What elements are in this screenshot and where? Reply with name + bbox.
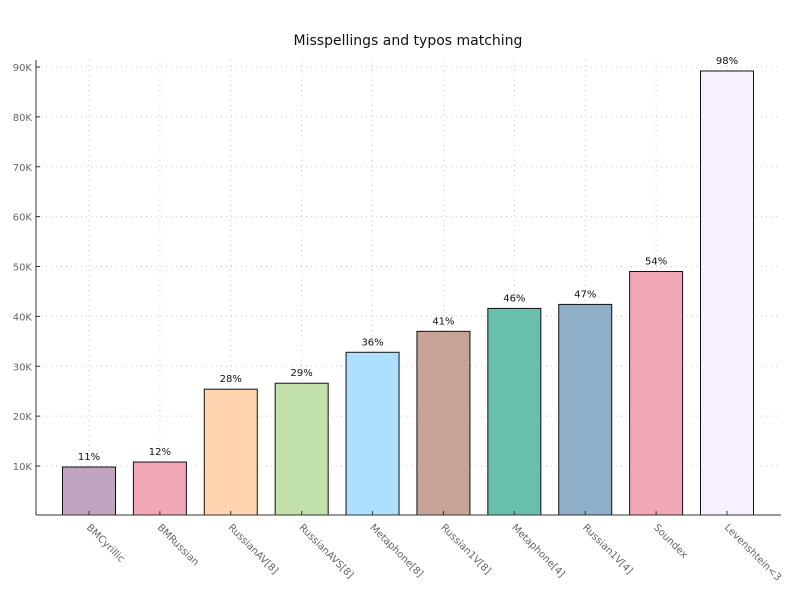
x-axis-ticks: BMCyrillic BMRussian RussianAV[8] RussianAV… [84, 511, 783, 583]
y-tick-label: 10K [13, 462, 33, 473]
x-tick-label: Levenshtein<3 [722, 522, 783, 583]
bar [416, 330, 471, 516]
y-tick-label: 80K [13, 113, 33, 124]
data-label: 41% [432, 316, 454, 327]
bar [487, 307, 542, 516]
bars [62, 70, 754, 516]
bar [629, 270, 684, 516]
y-tick-label: 70K [13, 163, 33, 174]
data-label: 47% [574, 289, 596, 300]
x-tick-label: Russian1V[4] [580, 522, 634, 576]
x-tick-label: BMRussian [155, 522, 201, 568]
bar [62, 466, 116, 516]
y-tick-label: 60K [13, 213, 33, 224]
x-tick-label: Metaphone[4] [509, 522, 567, 580]
bar [203, 388, 258, 516]
y-tick-label: 40K [13, 312, 33, 323]
x-tick-label: Metaphone[8] [367, 522, 425, 580]
x-tick-label: RussianAV[8] [226, 522, 280, 576]
bar [274, 382, 329, 516]
data-label: 12% [149, 447, 171, 458]
x-tick-label: Soundex [651, 522, 690, 561]
data-label: 29% [291, 368, 313, 379]
data-label: 28% [220, 374, 242, 385]
y-axis-ticks: 10K 20K 30K 40K 50K 60K 70K 80K 90K [13, 63, 40, 473]
y-tick-label: 90K [13, 63, 33, 74]
bar [132, 461, 187, 516]
x-tick-label: RussianAVS[8] [297, 522, 356, 581]
chart-title: Misspellings and typos matching [294, 33, 523, 49]
data-label: 36% [361, 337, 383, 348]
y-tick-label: 20K [13, 412, 33, 423]
data-label: 46% [503, 293, 525, 304]
bar [345, 351, 400, 516]
bar [558, 303, 613, 516]
data-label: 11% [78, 452, 100, 463]
bar [700, 70, 754, 516]
data-labels: 11% 12% 28% 29% 36% 41% 46% 47% 54% 98% [78, 56, 738, 463]
x-tick-label: Russian1V[8] [438, 522, 492, 576]
data-label: 98% [716, 56, 738, 67]
y-tick-label: 50K [13, 263, 33, 274]
y-tick-label: 30K [13, 362, 33, 373]
x-tick-label: BMCyrillic [84, 522, 127, 565]
data-label: 54% [645, 256, 667, 267]
